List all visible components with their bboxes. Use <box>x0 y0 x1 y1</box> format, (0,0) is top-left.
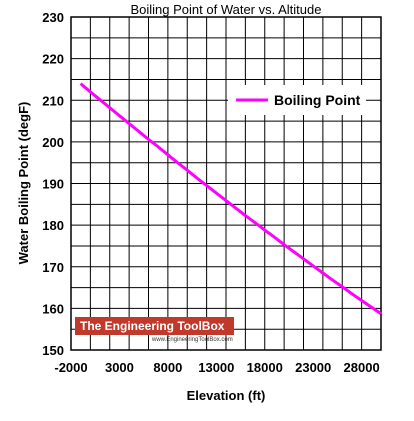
x-axis-ticks: -2000 3000 8000 13000 18000 23000 28000 <box>54 360 379 375</box>
x-tick-label: -2000 <box>54 360 87 375</box>
y-axis-ticks: 150 160 170 180 190 200 210 220 230 <box>42 10 64 358</box>
plot-area-frame <box>70 16 382 351</box>
legend: Boiling Point <box>228 85 366 115</box>
y-tick-label: 200 <box>42 135 64 150</box>
series-layer <box>79 82 382 316</box>
watermark-title: The Engineering ToolBox <box>80 319 225 333</box>
watermark-url: www.EngineeringToolBox.com <box>151 337 233 343</box>
chart-title: Boiling Point of Water vs. Altitude <box>130 2 321 17</box>
watermark: The Engineering ToolBox www.EngineeringT… <box>75 317 234 343</box>
legend-label: Boiling Point <box>274 92 361 108</box>
y-tick-label: 220 <box>42 52 64 67</box>
watermark-banner <box>75 317 234 335</box>
x-tick-label: 13000 <box>198 360 234 375</box>
x-tick-label: 18000 <box>247 360 283 375</box>
x-tick-label: 8000 <box>153 360 182 375</box>
y-tick-label: 190 <box>42 177 64 192</box>
x-tick-label: 28000 <box>344 360 380 375</box>
grid <box>70 16 382 351</box>
y-tick-label: 180 <box>42 218 64 233</box>
y-tick-label: 210 <box>42 93 64 108</box>
x-axis-label: Elevation (ft) <box>187 388 266 403</box>
y-axis-label: Water Boiling Point (degF) <box>16 102 31 265</box>
y-tick-label: 230 <box>42 10 64 25</box>
x-tick-label: 23000 <box>295 360 331 375</box>
series-line <box>79 82 382 316</box>
y-tick-label: 160 <box>42 301 64 316</box>
y-tick-label: 170 <box>42 260 64 275</box>
y-tick-label: 150 <box>42 343 64 358</box>
x-tick-label: 3000 <box>105 360 134 375</box>
